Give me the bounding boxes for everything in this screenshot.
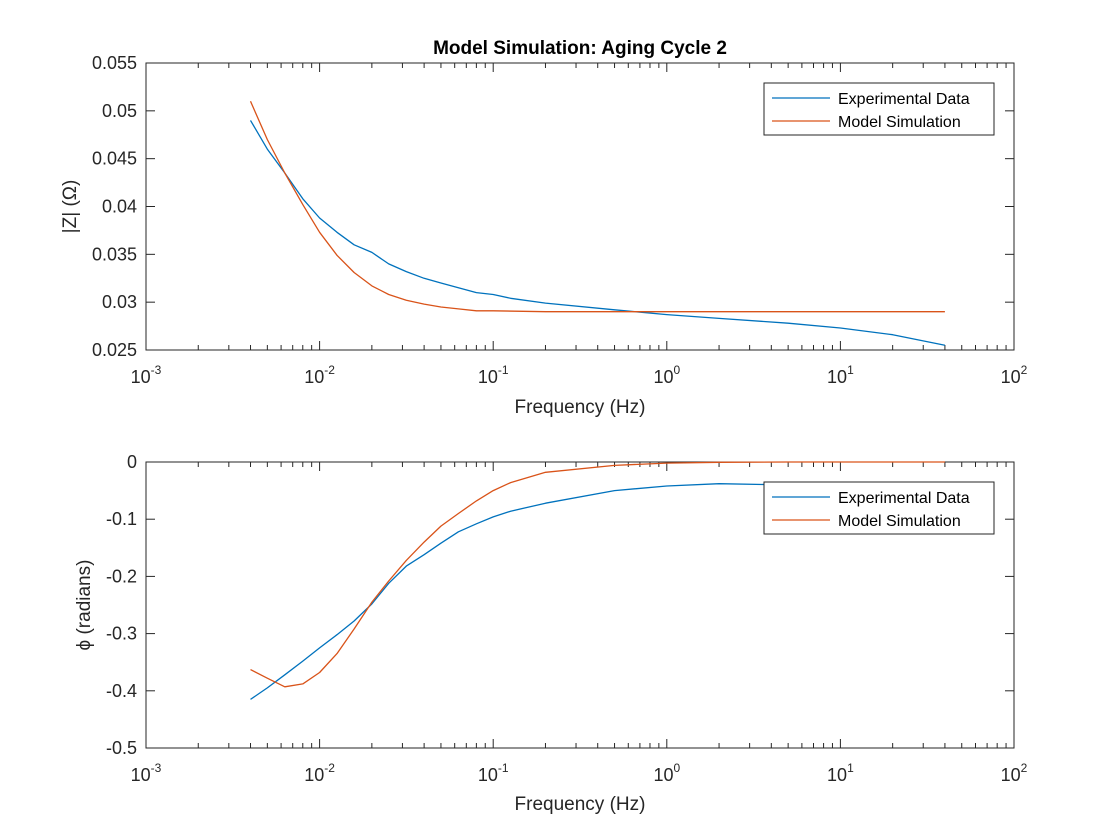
legend-entry: Model Simulation [838,114,961,131]
y-tick-label: -0.3 [106,624,137,644]
y-tick-label: 0.055 [92,53,137,73]
legend-box [763,82,995,136]
x-axis-label: Frequency (Hz) [515,794,646,815]
subplot-2: 10-3 10-2 10-1 100 101 102 -0.5 -0.4 -0.3 -0.2 -0.… [74,452,1028,815]
y-tick-label: -0.4 [106,681,137,701]
x-tick-label: 10-3 [131,761,162,785]
y-tick-label: -0.2 [106,566,137,586]
x-tick-label: 10-1 [478,761,509,785]
subplot-1: 10-3 10-2 10-1 100 101 102 0.025 0.03 0.035 0.04 0… [60,38,1028,418]
series-line-model [249,101,945,313]
x-tick-label: 102 [1001,761,1028,785]
x-tick-label: 102 [1001,363,1028,387]
y-axis-label: |Z| (Ω) [60,180,81,234]
series-line-experimental [249,120,946,346]
legend-entry: Model Simulation [838,513,961,530]
chart-title: Model Simulation: Aging Cycle 2 [433,38,727,59]
y-tick-label: -0.1 [106,509,137,529]
y-tick-label: 0.035 [92,244,137,264]
x-tick-label: 101 [827,363,854,387]
y-tick-label: 0.025 [92,340,137,360]
y-tick-label: -0.5 [106,738,137,758]
x-tick-label: 10-1 [478,363,509,387]
series-line-experimental [250,483,789,700]
legend-box [763,481,995,535]
y-tick-label: 0.03 [102,292,137,312]
y-tick-label: 0.04 [102,197,137,217]
legend: Experimental Data Model Simulation [763,82,995,136]
x-tick-label: 100 [653,761,680,785]
x-tick-label: 10-3 [131,363,162,387]
x-tick-label: 101 [827,761,854,785]
legend-entry: Experimental Data [838,490,970,507]
x-tick-label: 10-2 [304,761,335,785]
x-axis-label: Frequency (Hz) [515,397,646,418]
y-tick-label: 0 [127,452,137,472]
series-line-model [250,461,945,688]
legend: Experimental Data Model Simulation [763,481,995,535]
y-axis-label: ϕ (radians) [74,560,95,651]
x-tick-label: 10-2 [304,363,335,387]
legend-entry: Experimental Data [838,91,970,108]
y-tick-label: 0.045 [92,149,137,169]
x-tick-label: 100 [653,363,680,387]
y-tick-label: 0.05 [102,101,137,121]
